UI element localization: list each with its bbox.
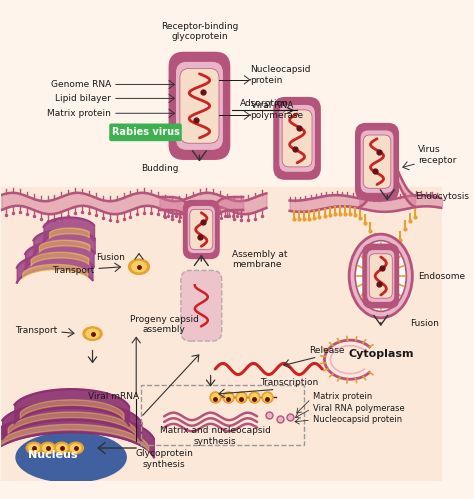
Ellipse shape xyxy=(56,444,68,453)
Text: Transcription: Transcription xyxy=(261,378,319,387)
Ellipse shape xyxy=(26,442,42,455)
FancyBboxPatch shape xyxy=(169,52,229,159)
Text: Receptor-binding
glycoprotein: Receptor-binding glycoprotein xyxy=(161,22,238,41)
Ellipse shape xyxy=(131,261,147,272)
FancyBboxPatch shape xyxy=(180,68,219,143)
Ellipse shape xyxy=(355,241,406,311)
Text: Matrix protein: Matrix protein xyxy=(313,392,372,401)
Bar xyxy=(1,187,442,482)
Text: Endocytosis: Endocytosis xyxy=(415,192,469,201)
FancyBboxPatch shape xyxy=(175,61,223,150)
Ellipse shape xyxy=(128,258,150,275)
FancyBboxPatch shape xyxy=(183,201,219,258)
FancyBboxPatch shape xyxy=(356,124,398,200)
FancyBboxPatch shape xyxy=(369,254,392,298)
Ellipse shape xyxy=(42,444,54,453)
Text: Fusion: Fusion xyxy=(410,319,439,328)
Ellipse shape xyxy=(82,326,103,341)
Text: Fusion: Fusion xyxy=(96,253,125,262)
FancyBboxPatch shape xyxy=(282,110,312,167)
Text: Virus
receptor: Virus receptor xyxy=(418,145,456,165)
Text: Matrix and nucleocapsid
synthesis: Matrix and nucleocapsid synthesis xyxy=(160,426,271,446)
Text: Nucleocapsid protein: Nucleocapsid protein xyxy=(313,415,402,424)
FancyBboxPatch shape xyxy=(109,124,182,141)
FancyBboxPatch shape xyxy=(187,206,216,253)
Text: Release: Release xyxy=(309,346,345,355)
Text: Lipid bilayer: Lipid bilayer xyxy=(55,94,111,103)
Text: Progeny capsid
assembly: Progeny capsid assembly xyxy=(130,315,199,334)
FancyBboxPatch shape xyxy=(363,135,391,188)
Text: Nucleocapsid
protein: Nucleocapsid protein xyxy=(251,65,311,85)
FancyBboxPatch shape xyxy=(360,130,394,194)
Text: Transport: Transport xyxy=(52,266,94,275)
Ellipse shape xyxy=(28,444,40,453)
Text: Genome RNA: Genome RNA xyxy=(51,80,111,89)
Ellipse shape xyxy=(54,442,70,455)
Text: Transport: Transport xyxy=(15,326,57,335)
Text: Viral RNA polymerase: Viral RNA polymerase xyxy=(313,404,405,413)
Text: Glycoprotein
synthesis: Glycoprotein synthesis xyxy=(135,450,193,469)
FancyBboxPatch shape xyxy=(190,210,213,250)
Text: Budding: Budding xyxy=(141,164,179,173)
Text: Endosome: Endosome xyxy=(418,271,465,280)
FancyBboxPatch shape xyxy=(274,98,320,179)
Text: Assembly at
membrane: Assembly at membrane xyxy=(232,250,288,269)
Ellipse shape xyxy=(67,442,84,455)
Text: Cytoplasm: Cytoplasm xyxy=(348,349,413,359)
Text: Nucleus: Nucleus xyxy=(28,450,77,460)
Ellipse shape xyxy=(15,432,127,483)
Ellipse shape xyxy=(39,442,56,455)
Text: Viral mRNA: Viral mRNA xyxy=(88,392,139,401)
Ellipse shape xyxy=(349,234,412,318)
Ellipse shape xyxy=(85,328,100,339)
Text: Rabies virus: Rabies virus xyxy=(111,127,180,137)
Ellipse shape xyxy=(70,444,82,453)
Text: Adsorption: Adsorption xyxy=(240,99,289,108)
FancyBboxPatch shape xyxy=(366,250,395,302)
Text: Viral RNA
polymerase: Viral RNA polymerase xyxy=(251,101,304,120)
FancyBboxPatch shape xyxy=(279,104,315,172)
FancyBboxPatch shape xyxy=(363,245,399,307)
Text: Matrix protein: Matrix protein xyxy=(47,109,111,118)
FancyBboxPatch shape xyxy=(181,270,222,341)
